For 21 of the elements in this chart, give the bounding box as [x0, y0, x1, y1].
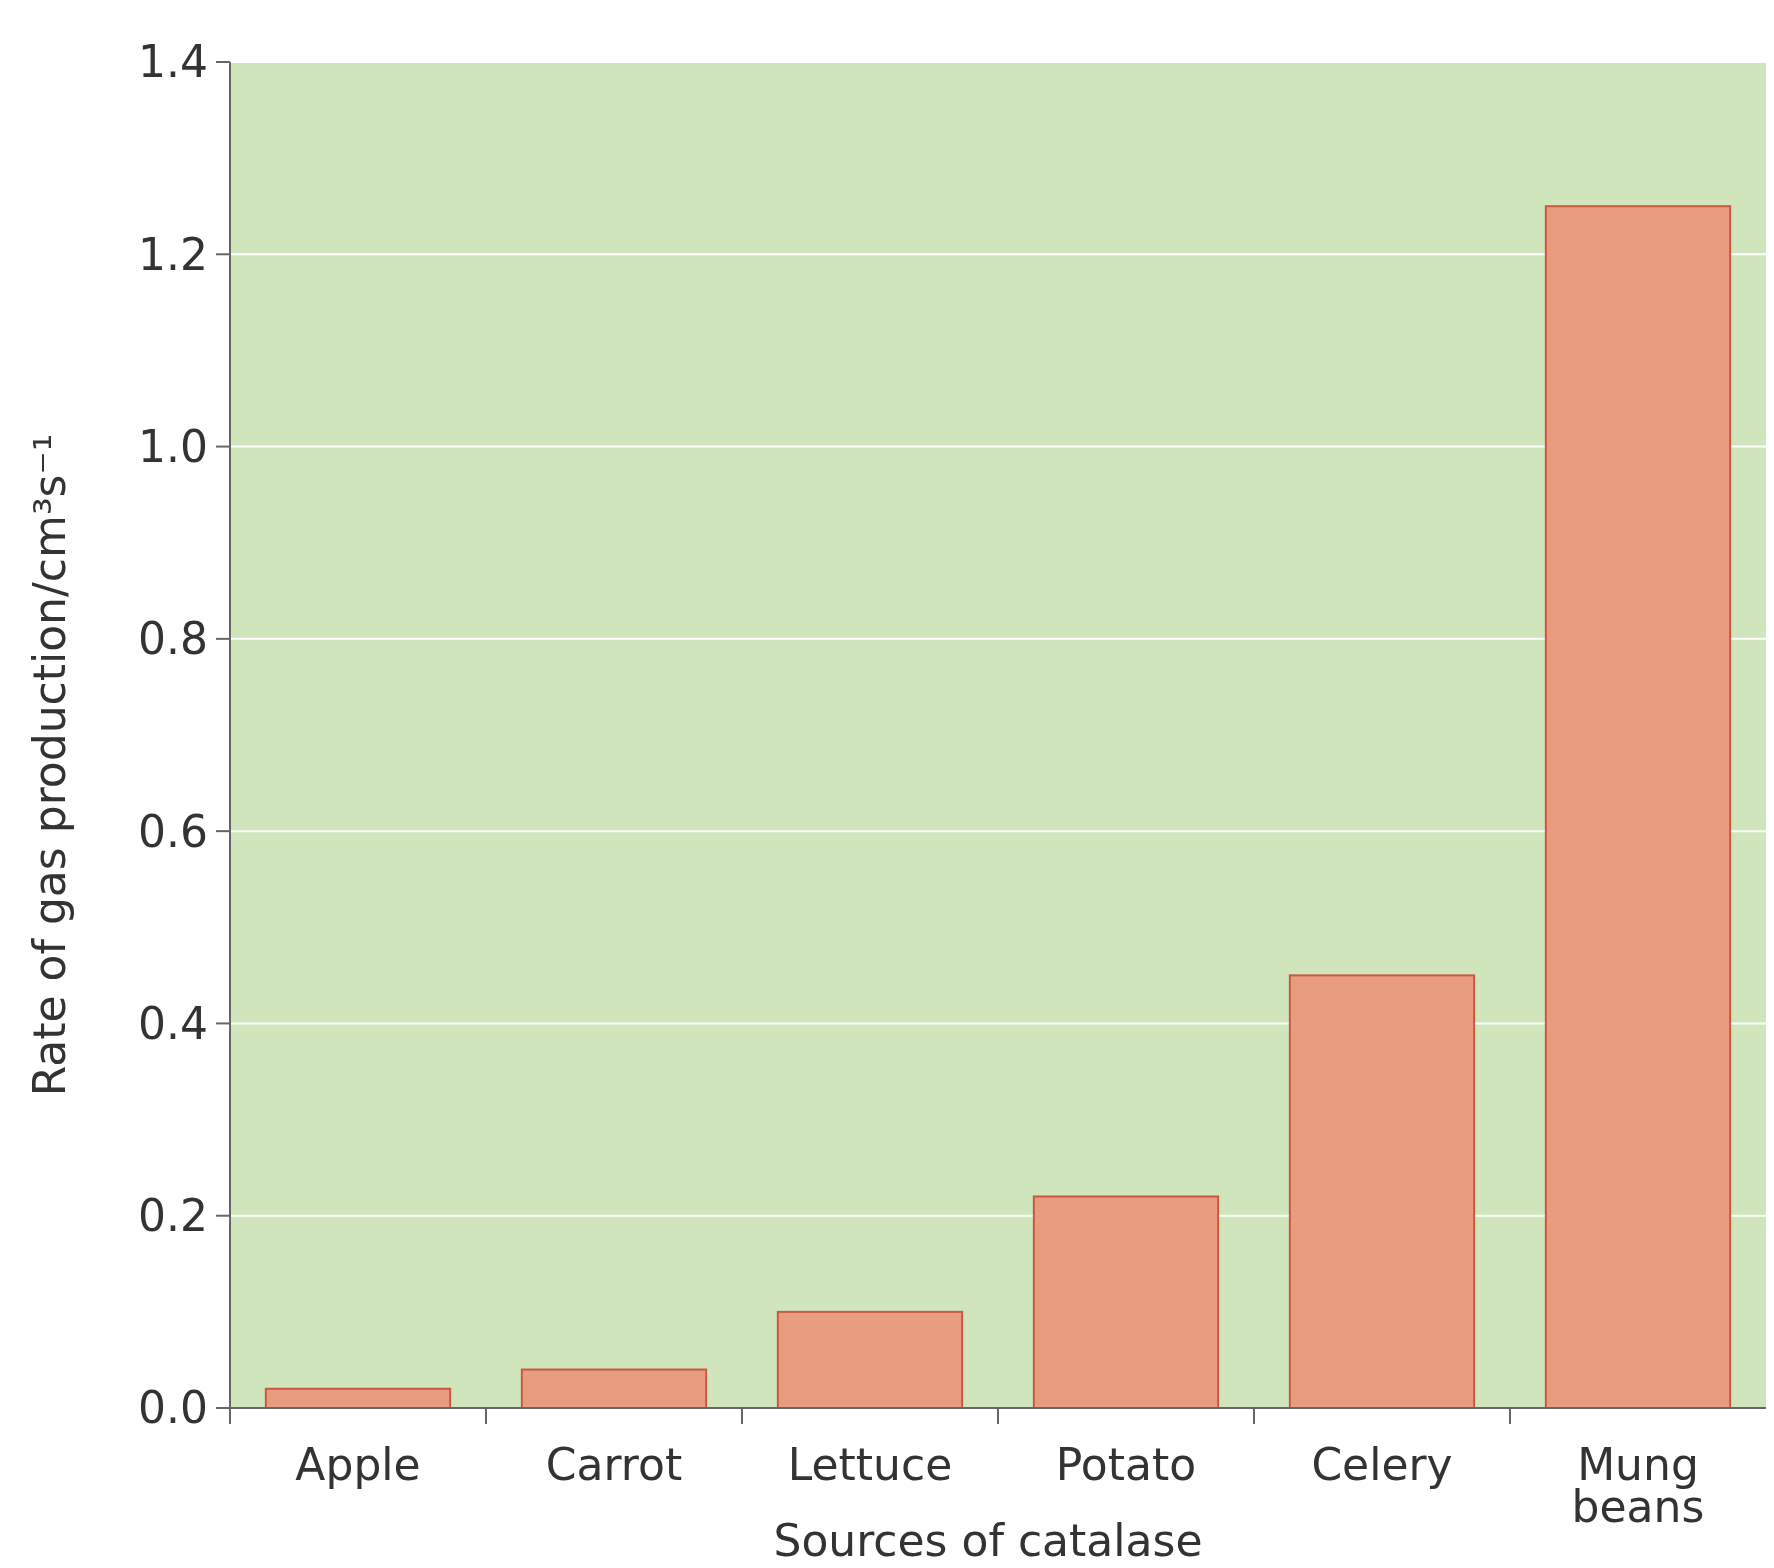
x-tick-label: Celery — [1311, 1439, 1453, 1490]
y-tick-label: 0.2 — [138, 1190, 208, 1242]
y-axis-title: Rate of gas production/cm³s⁻¹ — [24, 433, 75, 1097]
bar — [1544, 205, 1732, 1409]
y-tick-label: 1.2 — [138, 228, 208, 280]
bar — [520, 1368, 708, 1409]
bar — [1288, 974, 1476, 1409]
y-tick-label: 1.0 — [138, 420, 208, 472]
x-axis-title: Sources of catalase — [773, 1515, 1203, 1566]
y-tick-label: 0.8 — [138, 613, 208, 665]
x-tick-label: Lettuce — [787, 1439, 953, 1490]
y-tick-label: 0.0 — [138, 1382, 208, 1434]
y-tick-label: 0.6 — [138, 805, 208, 857]
x-tick-label: Apple — [295, 1439, 421, 1490]
x-tick-label: Carrot — [545, 1439, 683, 1490]
y-tick-label: 1.4 — [138, 36, 208, 88]
bar — [1032, 1195, 1220, 1409]
y-tick-label: 0.4 — [138, 997, 208, 1049]
x-tick-label: Potato — [1055, 1439, 1197, 1490]
x-tick-label: Mung beans — [1571, 1439, 1705, 1532]
bar — [776, 1310, 964, 1409]
